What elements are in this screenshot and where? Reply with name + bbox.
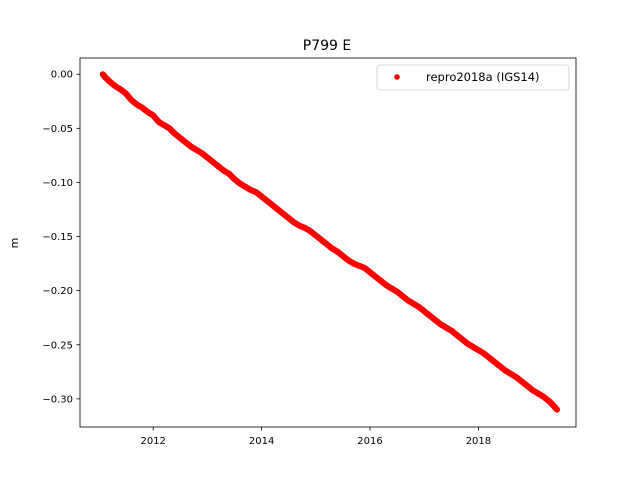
y-tick-label: −0.20 [42,286,73,297]
legend: repro2018a (IGS14) [376,64,570,91]
legend-box [376,64,570,91]
chart-title: P799 E [303,38,351,54]
x-axis-ticks: 2012 2014 2016 2018 [140,427,491,447]
x-tick-label: 2018 [466,436,491,447]
legend-marker [394,74,400,80]
data-points [99,71,561,413]
y-axis-ticks: 0.00 −0.05 −0.10 −0.15 −0.20 −0.25 −0.30 [42,70,80,405]
y-tick-label: 0.00 [51,70,73,81]
y-tick-label: −0.10 [42,178,73,189]
y-tick-label: −0.30 [42,394,73,405]
y-tick-label: −0.25 [42,340,73,351]
data-point [554,406,561,413]
plot-frame [79,57,577,428]
y-tick-label: −0.05 [42,124,73,135]
x-tick-label: 2012 [140,436,165,447]
x-tick-label: 2016 [357,436,382,447]
legend-label: repro2018a (IGS14) [426,70,540,84]
y-axis-label: m [8,238,21,249]
x-tick-label: 2014 [249,436,274,447]
y-tick-label: −0.15 [42,232,73,243]
